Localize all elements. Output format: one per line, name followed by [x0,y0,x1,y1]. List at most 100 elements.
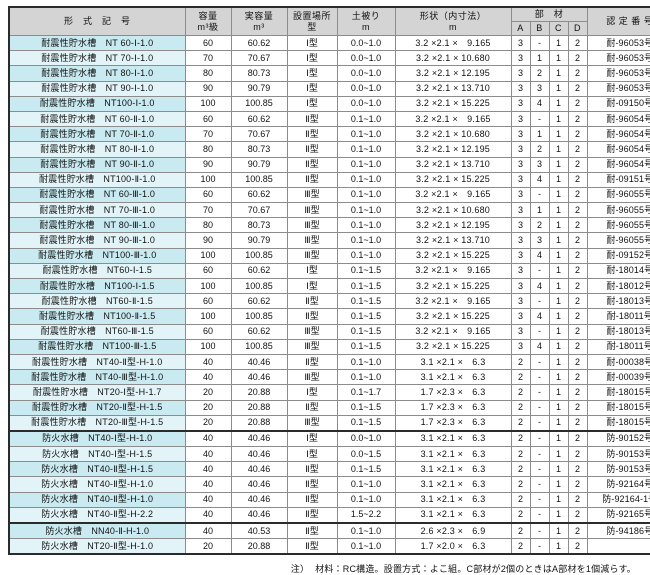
table-row: 防火水槽 NT40-Ⅱ型-H-1.5 40 40.46 Ⅱ型 0.1~1.5 3.1 ×2… [8,461,650,478]
cell-real-capacity: 40.46 [230,446,288,463]
cell-real-capacity: 40.46 [230,353,288,371]
cell-capacity: 100 [184,308,232,325]
cell-part-b: 4 [529,171,550,188]
table-row: 防火水槽 NT40-Ⅱ型-H-1.0 40 40.46 Ⅱ型 0.1~1.0 3.1 ×2… [8,476,650,493]
cell-model: 耐震性貯水槽 NT 80-Ⅱ-1.0 [8,141,186,158]
cell-part-a: 2 [510,461,531,478]
cell-capacity: 40 [184,446,232,463]
cell-part-a: 3 [510,34,531,52]
cell-cover: 0.1~1.0 [336,110,396,128]
cell-part-c: 1 [548,461,569,478]
cell-capacity: 40 [184,353,232,371]
cell-shape: 3.2 ×2.1 × 9.165 [394,34,512,52]
header-part-d: D [567,21,588,36]
cell-model: 耐震性貯水槽 NT100-Ⅱ-1.0 [8,171,186,188]
cell-capacity: 100 [184,95,232,112]
cell-part-c: 1 [548,156,569,173]
cell-part-c: 1 [548,369,569,386]
cell-part-b: 2 [529,141,550,158]
cell-part-a: 2 [510,353,531,371]
table-row: 防火水槽 NT40-Ⅱ型-H-2.2 40 40.46 Ⅱ型 1.5~2.2 3.1 ×2… [8,506,650,524]
cell-part-b: - [529,506,550,524]
cell-part-b: - [529,186,550,204]
table-row: 耐震性貯水槽 NT 90-Ⅲ-1.0 90 90.79 Ⅲ型 0.1~1.0 3.2 ×2… [8,232,650,249]
cell-part-c: 1 [548,217,569,234]
cell-real-capacity: 40.46 [230,430,288,448]
cell-cover: 0.1~1.5 [336,323,396,340]
cell-place: Ⅲ型 [286,323,338,340]
cell-part-a: 3 [510,171,531,188]
cell-cover: 0.0~1.0 [336,34,396,52]
cell-real-capacity: 60.62 [230,262,288,280]
cell-part-b: 4 [529,247,550,264]
table-row: 耐震性貯水槽 NT100-Ⅰ-1.5 100 100.85 Ⅰ型 0.1~1.5 3.2 … [8,277,650,295]
cell-capacity: 100 [184,247,232,264]
cell-place: Ⅰ型 [286,34,338,52]
cell-part-b: 1 [529,202,550,219]
header-place-line1: 設置場所 [292,11,331,22]
cell-real-capacity: 70.67 [230,50,288,67]
header-certification-number: 認 定 番 号 [586,6,650,36]
cell-part-b: 4 [529,95,550,112]
cell-real-capacity: 100.85 [230,171,288,188]
cell-part-c: 1 [548,323,569,340]
cell-real-capacity: 40.53 [230,522,288,540]
cell-cover: 0.0~1.0 [336,430,396,448]
cell-part-d: 2 [567,308,588,325]
cell-real-capacity: 20.88 [230,538,288,555]
cell-model: 防火水槽 NT40-Ⅱ型-H-2.2 [8,506,186,524]
cell-capacity: 80 [184,217,232,234]
cell-real-capacity: 80.73 [230,217,288,234]
cell-shape: 2.6 ×2.3 × 6.9 [394,522,512,540]
cell-cover: 0.1~1.5 [336,399,396,416]
cell-part-b: 3 [529,232,550,249]
cell-real-capacity: 90.79 [230,80,288,97]
cell-certification-number: 防-92165号 [586,506,650,524]
cell-part-a: 3 [510,247,531,264]
cell-capacity: 40 [184,506,232,524]
cell-part-c: 1 [548,95,569,112]
table-row: 耐震性貯水槽 NT40-Ⅲ型-H-1.0 40 40.46 Ⅲ型 0.1~1.0 3.1 … [8,369,650,386]
cell-real-capacity: 100.85 [230,95,288,112]
table-row: 耐震性貯水槽 NT 90-Ⅰ-1.0 90 90.79 Ⅰ型 0.0~1.0 3.2 ×2… [8,80,650,97]
cell-part-b: - [529,538,550,555]
cell-certification-number: 耐-96055号 [586,186,650,204]
cell-place: Ⅱ型 [286,171,338,188]
table-row: 耐震性貯水槽 NT100-Ⅲ-1.0 100 100.85 Ⅲ型 0.1~1.0 3.2 … [8,247,650,264]
cell-certification-number: 耐-09151号 [586,171,650,188]
cell-place: Ⅲ型 [286,369,338,386]
cell-certification-number: 防-90152号 [586,430,650,448]
cell-shape: 3.1 ×2.1 × 6.3 [394,430,512,448]
cell-part-a: 3 [510,156,531,173]
footnote-label: 注） [290,564,310,575]
cell-place: Ⅰ型 [286,446,338,463]
cell-cover: 0.1~1.5 [336,338,396,355]
cell-part-c: 1 [548,506,569,524]
cell-cover: 0.1~1.0 [336,156,396,173]
header-cover-line1: 土被り [351,11,381,22]
table-row: 耐震性貯水槽 NT100-Ⅲ-1.5 100 100.85 Ⅲ型 0.1~1.5 3.2 … [8,338,650,355]
cell-part-c: 1 [548,446,569,463]
cell-part-a: 2 [510,476,531,493]
cell-part-b: 4 [529,338,550,355]
cell-part-a: 3 [510,277,531,295]
table-row: 耐震性貯水槽 NT 70-Ⅰ-1.0 70 70.67 Ⅰ型 0.0~1.0 3.2 ×2… [8,50,650,67]
cell-capacity: 100 [184,277,232,295]
cell-part-a: 2 [510,538,531,555]
cell-place: Ⅱ型 [286,461,338,478]
cell-part-b: 4 [529,277,550,295]
cell-cover: 0.1~1.5 [336,308,396,325]
cell-part-d: 2 [567,95,588,112]
cell-place: Ⅱ型 [286,491,338,508]
cell-model: 防火水槽 NT40-Ⅰ型-H-1.5 [8,446,186,463]
cell-real-capacity: 40.46 [230,369,288,386]
cell-part-b: - [529,430,550,448]
header-part-a: A [510,21,531,36]
cell-cover: 0.1~1.0 [336,353,396,371]
cell-capacity: 100 [184,171,232,188]
cell-part-c: 1 [548,338,569,355]
cell-part-c: 1 [548,293,569,310]
cell-shape: 3.2 ×2.1 × 13.710 [394,156,512,173]
cell-capacity: 80 [184,65,232,82]
cell-part-a: 3 [510,262,531,280]
